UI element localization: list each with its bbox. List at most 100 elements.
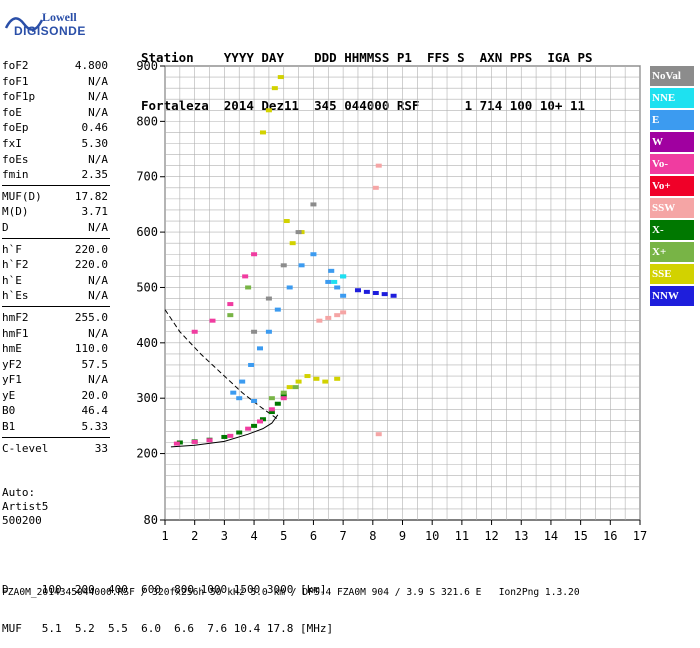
x-tick-label: 5: [280, 529, 287, 543]
param-value: N/A: [88, 273, 108, 287]
param-row: B0 46.4: [2, 403, 110, 419]
param-separator: [2, 237, 110, 239]
data-point: [209, 318, 216, 323]
param-value: N/A: [88, 105, 108, 119]
param-separator: [2, 305, 110, 307]
data-point: [292, 385, 299, 390]
data-point: [283, 219, 290, 224]
param-row: hmE 110.0: [2, 341, 110, 357]
param-separator: [2, 436, 110, 438]
data-point: [268, 396, 275, 401]
param-label: C-level: [2, 441, 49, 455]
legend-item: SSE: [650, 264, 694, 284]
param-value: 33: [94, 441, 108, 455]
x-tick-label: 8: [369, 529, 376, 543]
y-tick-label: 700: [136, 170, 158, 184]
data-point: [280, 390, 287, 395]
data-point: [375, 163, 382, 168]
data-point: [257, 346, 263, 351]
data-point: [245, 285, 252, 290]
param-row: B1 5.33: [2, 419, 110, 435]
data-point: [316, 318, 323, 323]
param-label: fxI: [2, 136, 22, 150]
data-point: [206, 438, 213, 443]
data-point: [381, 292, 388, 297]
data-point: [239, 379, 246, 384]
data-point: [280, 263, 287, 268]
data-point: [390, 293, 397, 298]
data-point: [313, 376, 320, 381]
x-tick-label: 6: [310, 529, 317, 543]
param-label: foF2: [2, 59, 29, 72]
data-point: [227, 433, 234, 438]
data-point: [236, 430, 243, 435]
data-point: [274, 401, 281, 406]
data-point: [334, 376, 341, 381]
param-value: N/A: [88, 74, 108, 88]
param-value: 4.800: [74, 59, 108, 72]
auto-program: Artist5: [2, 500, 49, 513]
data-point: [230, 390, 237, 395]
plot-grid: [164, 65, 641, 520]
file-info-line: FZA0M_2014345044000.RSF / 320fx256h 50 k…: [2, 587, 580, 598]
param-value: 5.33: [81, 420, 109, 434]
param-value: 220.0: [74, 242, 108, 256]
param-value: N/A: [88, 326, 108, 340]
x-tick-label: 12: [484, 529, 498, 543]
param-row: foE N/A: [2, 105, 110, 121]
profile-trace: [170, 414, 279, 448]
param-value: N/A: [88, 373, 108, 387]
series-nnw: [354, 288, 397, 298]
x-tick-label: 2: [191, 529, 198, 543]
param-label: h`F2: [2, 258, 29, 272]
logo-digisonde-text: DIGISONDE: [14, 24, 86, 38]
param-row: yE 20.0: [2, 388, 110, 404]
data-point: [334, 285, 341, 290]
param-value: 2.35: [81, 168, 109, 182]
lowell-digisonde-logo: Lowell DIGISONDE: [4, 6, 154, 50]
ionogram-chart: 1 2 3 4 5 6 7 8 9 10 11 12 13 14 15 16 17802003004005006…: [136, 59, 647, 543]
y-tick-label: 500: [136, 280, 158, 294]
data-point: [265, 108, 272, 113]
param-row: foEp 0.46: [2, 120, 110, 136]
param-label: foEs: [2, 152, 29, 166]
data-point: [191, 439, 198, 444]
param-label: h`F: [2, 242, 22, 256]
param-value: 17.82: [74, 189, 108, 203]
data-point: [277, 75, 284, 80]
data-point: [372, 185, 379, 190]
param-value: N/A: [88, 90, 108, 104]
data-point: [340, 310, 347, 315]
data-point: [173, 441, 180, 446]
auto-code: 500200: [2, 514, 42, 527]
param-row: h`F 220.0: [2, 242, 110, 258]
legend-item: X+: [650, 242, 694, 262]
param-row: yF2 57.5: [2, 357, 110, 373]
param-value: 220.0: [74, 258, 108, 272]
data-point: [363, 289, 370, 294]
legend-item: NoVal: [650, 66, 694, 86]
data-point: [325, 279, 332, 284]
data-point: [310, 252, 317, 257]
data-point: [334, 313, 341, 318]
param-label: yF1: [2, 373, 22, 387]
legend-item: NNE: [650, 88, 694, 108]
polarization-legend: NoVal NNE E W Vo- Vo+ SSW X- X+ SSE NNW: [650, 66, 694, 308]
param-row: MUF(D) 17.82: [2, 189, 110, 205]
header-values: Fortaleza 2014 Dez11 345 044000 RSF 1 71…: [141, 98, 586, 113]
data-point: [271, 86, 278, 91]
data-point: [310, 202, 317, 207]
y-tick-label: 200: [136, 447, 158, 461]
param-row: h`E N/A: [2, 273, 110, 289]
data-point: [227, 302, 234, 307]
data-point: [191, 329, 198, 334]
x-tick-label: 16: [603, 529, 617, 543]
data-point: [251, 423, 258, 428]
param-label: B0: [2, 404, 16, 418]
logo-wave-icon: [4, 17, 44, 31]
param-value: 20.0: [81, 388, 109, 402]
param-row: yF1 N/A: [2, 372, 110, 388]
param-row: h`Es N/A: [2, 288, 110, 304]
param-label: MUF(D): [2, 189, 42, 203]
data-point: [268, 410, 275, 415]
